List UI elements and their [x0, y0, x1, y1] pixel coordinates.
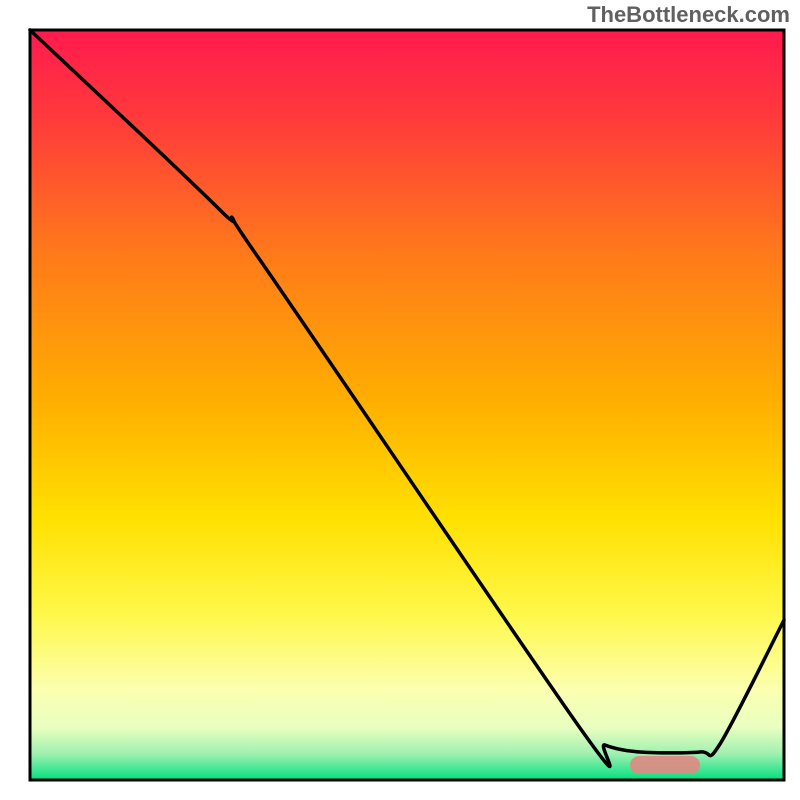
optimum-marker — [630, 756, 700, 774]
attribution-label: TheBottleneck.com — [587, 2, 790, 28]
gradient-chart — [0, 0, 800, 800]
plot-background — [30, 30, 784, 780]
chart-container: TheBottleneck.com — [0, 0, 800, 800]
